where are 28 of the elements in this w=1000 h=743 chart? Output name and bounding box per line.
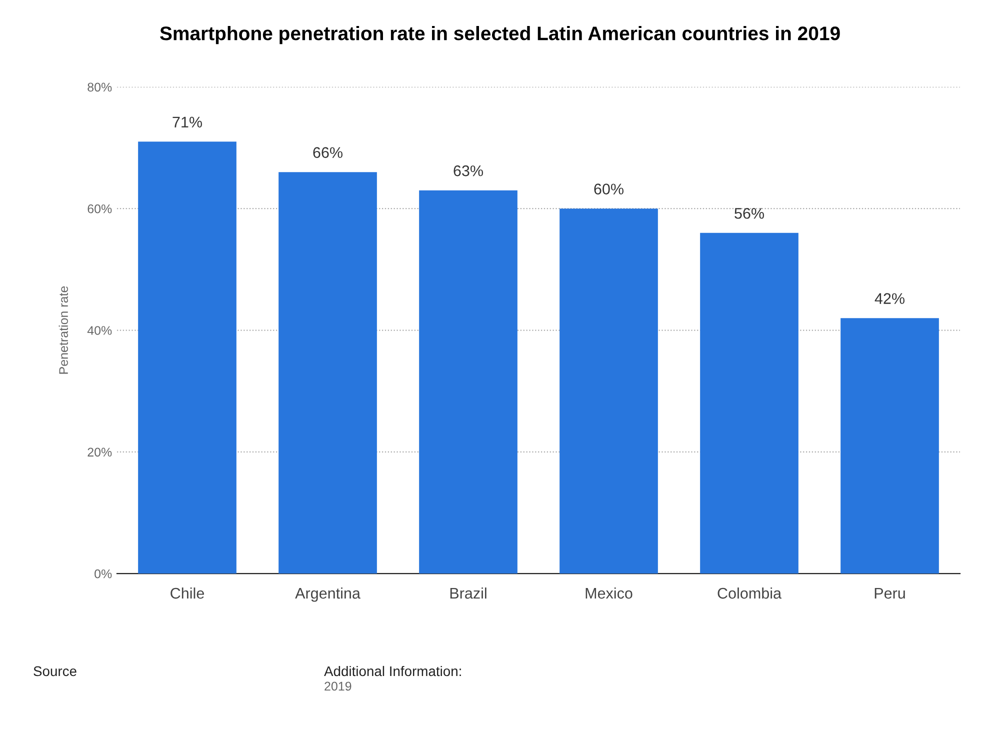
data-label: 56% [734,208,764,219]
x-tick-label: Colombia [718,587,782,599]
bar [138,142,236,574]
bar [840,318,939,574]
y-tick-label: 40% [87,326,112,335]
x-tick-label: Argentina [295,587,360,602]
data-label: 66% [313,147,342,158]
x-tick-label: Mexico [586,587,632,599]
y-tick-label: 60% [88,204,112,214]
data-label: 42% [874,293,904,304]
x-tick-label: Chile [170,587,204,599]
bar [700,232,798,574]
data-label: 63% [454,165,483,176]
x-tick-label: Peru [874,588,905,599]
y-axis-title: Penetration rate [58,286,68,374]
text: Source [34,666,76,676]
text: 2019 [324,682,352,691]
data-label: 60% [594,184,624,194]
y-tick-label: 80% [88,82,112,92]
x-tick-label: Brazil [450,587,486,599]
y-tick-label: 20% [88,448,112,457]
y-tick-label: 0% [94,569,112,578]
bar [560,208,658,574]
data-label: 71% [172,116,202,128]
bar [419,190,518,574]
bar [278,172,377,574]
text: Additional Information: [324,666,461,676]
chart-title: Smartphone penetration rate in selected Latin American countries in 2019 [160,26,840,44]
